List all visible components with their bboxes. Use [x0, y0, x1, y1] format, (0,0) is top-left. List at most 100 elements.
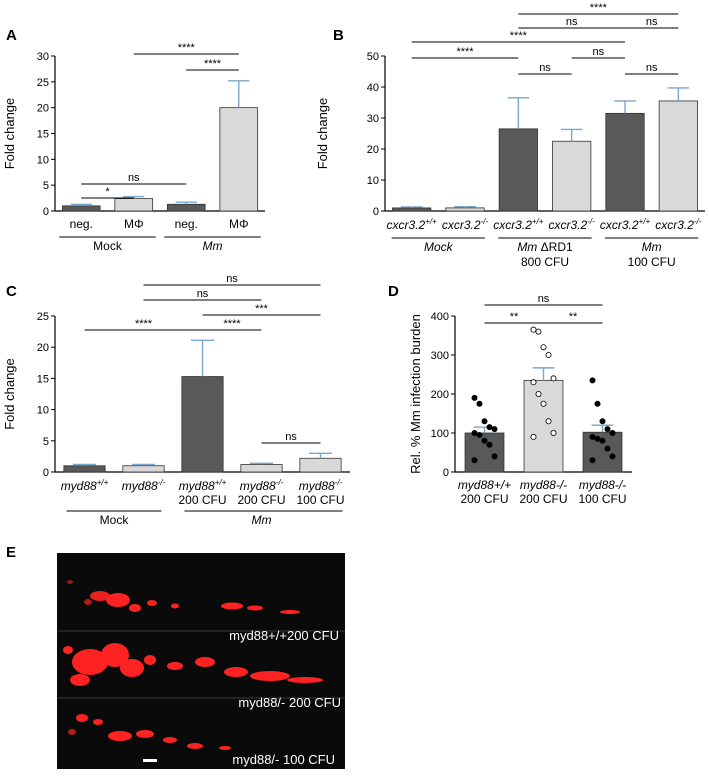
panel-c-chart: 0 5 10 15 20 25 Fold change myd88+/+ myd88-/- myd…	[2, 273, 350, 527]
x-category-label: myd88+/+	[458, 478, 511, 492]
data-point	[476, 400, 483, 407]
image-label-myd88-wt-200cfu: myd88+/+200 CFU	[229, 628, 339, 643]
data-point	[535, 390, 542, 397]
data-point	[609, 429, 616, 436]
group-sublabel: 800 CFU	[521, 255, 569, 269]
group-sublabel: 100 CFU	[628, 255, 676, 269]
data-point	[486, 441, 493, 448]
data-point	[471, 394, 478, 401]
y-tick-label: 10	[37, 405, 49, 417]
x-category-label: cxcr3.2-/-	[655, 217, 702, 232]
y-tick-label: 5	[43, 436, 49, 448]
data-point	[604, 426, 611, 433]
panel-letter-c: C	[6, 283, 17, 300]
significance-label: ****	[590, 2, 608, 14]
bar	[445, 207, 485, 212]
significance-label: **	[510, 311, 519, 323]
x-category-sublabel: 200 CFU	[460, 492, 508, 506]
data-point	[530, 379, 537, 386]
x-category-label: myd88-/-	[240, 478, 284, 493]
y-tick-label: 15	[37, 129, 49, 141]
data-point	[476, 431, 483, 438]
scale-bar	[143, 759, 157, 762]
data-point	[609, 453, 616, 460]
y-tick-label: 200	[431, 389, 449, 401]
significance-label: ns	[538, 293, 550, 305]
y-axis-label: Rel. % Mm infection burden	[408, 314, 423, 474]
y-tick-label: 20	[37, 342, 49, 354]
y-tick-label: 0	[43, 206, 49, 218]
x-category-sublabel: 200 CFU	[237, 493, 285, 507]
group-label: Mm	[642, 240, 662, 254]
data-point	[486, 424, 493, 431]
bar	[219, 107, 259, 212]
y-tick-label: 50	[367, 51, 379, 63]
y-tick-label: 15	[37, 373, 49, 385]
data-point	[604, 445, 611, 452]
fish-image-myd88-ko-200cfu	[63, 643, 323, 686]
bar	[181, 376, 224, 473]
x-category-label: cxcr3.2+/+	[493, 217, 544, 232]
data-point	[540, 400, 547, 407]
y-tick-label: 25	[37, 311, 49, 323]
bar	[299, 457, 342, 473]
group-label: Mm ΔRD1	[517, 240, 573, 254]
bar	[658, 100, 698, 212]
data-point	[491, 426, 498, 433]
data-point	[589, 433, 596, 440]
data-point	[535, 328, 542, 335]
x-category-sublabel: 100 CFU	[578, 492, 626, 506]
x-category-sublabel: 200 CFU	[519, 492, 567, 506]
y-tick-label: 5	[43, 180, 49, 192]
significance-label: ns	[646, 16, 658, 28]
y-tick-label: 0	[43, 467, 49, 479]
significance-label: ***	[255, 303, 269, 315]
x-category-label: MΦ	[124, 217, 144, 231]
group-label: Mm	[203, 239, 223, 253]
fish-image-myd88-wt-200cfu	[67, 580, 300, 614]
significance-label: ****	[223, 318, 241, 330]
data-point	[471, 429, 478, 436]
x-category-label: cxcr3.2+/+	[387, 217, 438, 232]
panel-letter-a: A	[6, 27, 17, 44]
data-point	[594, 435, 601, 442]
y-tick-label: 10	[37, 154, 49, 166]
bar	[114, 198, 154, 212]
panel-letter-b: B	[333, 27, 344, 44]
image-label-myd88-ko-100cfu: myd88/- 100 CFU	[232, 752, 335, 767]
panel-letter-d: D	[388, 283, 399, 300]
data-point	[481, 418, 488, 425]
bar	[605, 112, 645, 212]
x-category-label: myd88+/+	[61, 478, 109, 493]
significance-label: ns	[646, 62, 658, 74]
fish-image-myd88-ko-100cfu	[68, 714, 231, 750]
y-tick-label: 300	[431, 350, 449, 362]
data-point	[550, 429, 557, 436]
group-label: Mock	[100, 513, 130, 527]
y-tick-label: 30	[367, 113, 379, 125]
x-category-sublabel: 200 CFU	[178, 493, 226, 507]
significance-label: ns	[285, 431, 297, 443]
y-tick-label: 10	[367, 175, 379, 187]
y-tick-label: 25	[37, 77, 49, 89]
data-point	[540, 344, 547, 351]
group-label: Mm	[252, 513, 272, 527]
data-point	[599, 418, 606, 425]
x-category-label: cxcr3.2-/-	[549, 217, 596, 232]
y-axis-label: Fold change	[315, 98, 330, 170]
significance-label: ns	[226, 273, 238, 285]
significance-label: ****	[135, 318, 153, 330]
bar	[523, 379, 564, 473]
y-tick-label: 20	[37, 103, 49, 115]
x-category-label: myd88-/-	[122, 478, 166, 493]
significance-label: **	[569, 311, 578, 323]
x-category-label: neg.	[175, 217, 198, 231]
panel-d-chart: 0 100 200 300 400 Rel. % Mm infection burden m…	[408, 293, 632, 506]
x-category-label: myd88-/-	[520, 478, 567, 492]
data-point	[550, 375, 557, 382]
data-point	[481, 437, 488, 444]
significance-label: ns	[566, 16, 578, 28]
data-point	[589, 457, 596, 464]
